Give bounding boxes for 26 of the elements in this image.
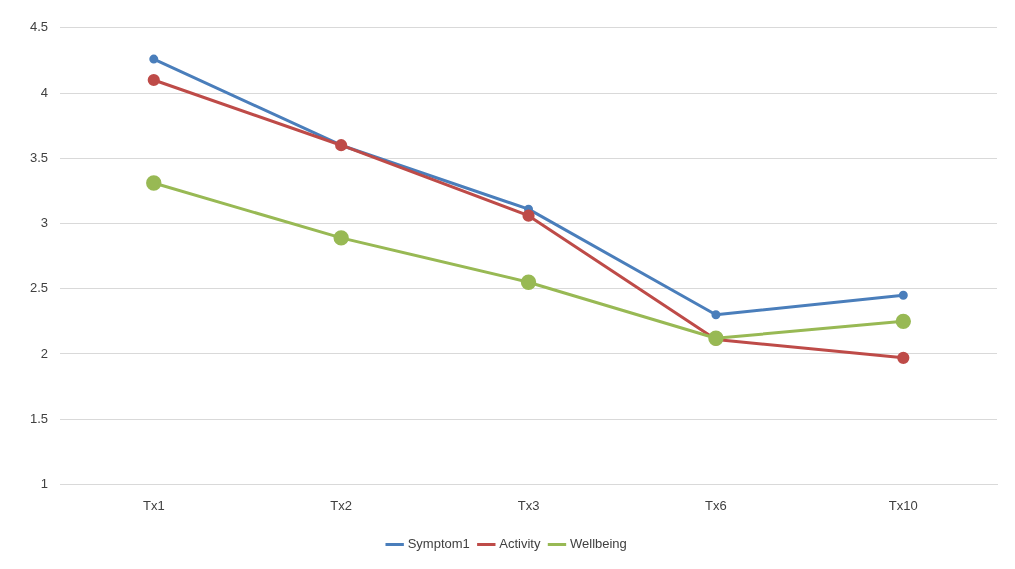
point <box>333 230 349 246</box>
y-tick-label: 2.5 <box>29 280 49 296</box>
y-tick-label: 1.5 <box>29 410 49 426</box>
legend-label: Activity <box>499 536 541 552</box>
point <box>522 209 535 222</box>
point <box>897 351 910 364</box>
point <box>520 274 537 290</box>
y-tick-label: 2 <box>40 345 49 361</box>
point <box>146 175 162 191</box>
point <box>898 290 908 300</box>
x-tick-label: Tx10 <box>888 497 918 513</box>
y-tick-label: 3.5 <box>29 149 49 165</box>
y-tick-label: 4 <box>40 84 49 100</box>
x-tick-label: Tx3 <box>517 497 540 513</box>
legend-label: Wellbeing <box>569 536 627 552</box>
x-tick-label: Tx6 <box>705 497 727 513</box>
y-tick-label: 1 <box>40 475 49 491</box>
x-tick-label: Tx1 <box>142 497 165 513</box>
point <box>711 310 721 320</box>
y-tick-label: 3 <box>40 215 49 231</box>
point <box>149 54 159 64</box>
point <box>895 313 912 330</box>
point <box>147 73 160 87</box>
y-tick-label: 4.5 <box>29 19 49 35</box>
x-tick-label: Tx2 <box>330 497 352 513</box>
legend-label: Symptom1 <box>407 536 470 552</box>
